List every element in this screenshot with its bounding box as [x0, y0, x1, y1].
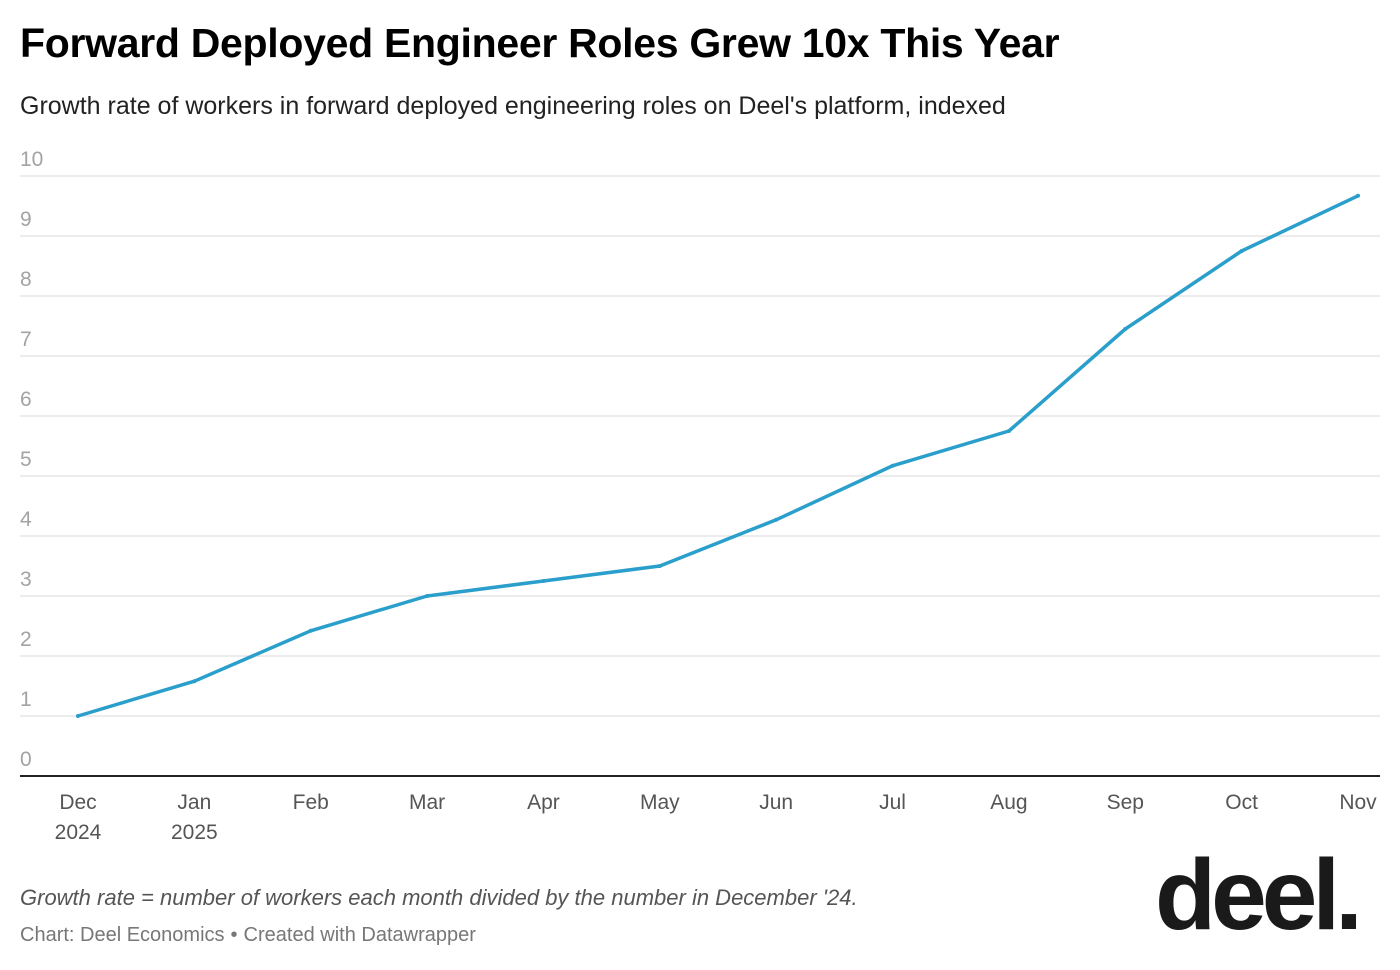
- chart-subtitle: Growth rate of workers in forward deploy…: [20, 92, 1006, 120]
- data-point: [657, 564, 662, 568]
- data-point: [774, 517, 779, 522]
- data-point: [541, 579, 546, 583]
- x-tick-label: Jan: [177, 791, 211, 814]
- y-tick-label: 9: [20, 208, 32, 231]
- gridlines: [20, 175, 1380, 777]
- y-tick-label: 2: [20, 628, 32, 651]
- y-tick-label: 10: [20, 148, 43, 171]
- y-axis-ticks: 0 1 2 3 4 5 6 7 8 9 10: [20, 148, 43, 771]
- series-layer: [76, 193, 1360, 718]
- data-point: [192, 679, 197, 684]
- y-tick-label: 1: [20, 688, 32, 711]
- data-point: [1006, 429, 1011, 433]
- x-tick-year-label: 2025: [171, 821, 218, 844]
- deel-logo: deel.: [1155, 839, 1363, 951]
- x-tick-label: Sep: [1107, 791, 1144, 814]
- x-tick-label: Oct: [1225, 791, 1258, 814]
- y-tick-label: 3: [20, 568, 32, 591]
- line-chart: 0 1 2 3 4 5 6 7 8 9 10 Dec 2024 Jan 2025 Feb Mar Apr May J…: [20, 148, 1380, 844]
- y-tick-label: 4: [20, 508, 32, 531]
- data-point: [1356, 193, 1360, 198]
- x-tick-label: May: [640, 791, 680, 814]
- data-point: [1239, 249, 1244, 253]
- chart-title: Forward Deployed Engineer Roles Grew 10x…: [20, 20, 1060, 66]
- credit-tool: Created with Datawrapper: [243, 924, 476, 946]
- data-point: [890, 463, 895, 468]
- x-tick-label: Jun: [759, 791, 793, 814]
- data-point: [425, 594, 430, 598]
- y-tick-label: 5: [20, 448, 32, 471]
- x-tick-label: Feb: [293, 791, 329, 814]
- y-tick-label: 8: [20, 268, 32, 291]
- x-tick-label: Nov: [1339, 791, 1377, 814]
- x-tick-label: Dec: [59, 791, 96, 814]
- credit-chart: Chart: Deel Economics: [20, 924, 225, 946]
- data-point: [308, 628, 313, 633]
- credit-separator: •: [230, 924, 238, 946]
- data-point: [76, 714, 80, 718]
- x-tick-label: Apr: [527, 791, 560, 814]
- x-tick-year-label: 2024: [55, 821, 102, 844]
- x-tick-label: Mar: [409, 791, 445, 814]
- x-axis-ticks: Dec 2024 Jan 2025 Feb Mar Apr May Jun Jul Aug Sep Oc…: [55, 791, 1378, 844]
- credit-line: Chart: Deel Economics • Created with Dataw…: [20, 924, 476, 947]
- y-tick-label: 0: [20, 748, 32, 771]
- x-tick-label: Jul: [879, 791, 906, 814]
- y-tick-label: 7: [20, 328, 32, 351]
- x-tick-label: Aug: [990, 791, 1027, 814]
- y-tick-label: 6: [20, 388, 32, 411]
- series-line-0: [76, 194, 1360, 718]
- footnote: Growth rate = number of workers each mon…: [20, 885, 858, 910]
- data-point: [1123, 327, 1128, 331]
